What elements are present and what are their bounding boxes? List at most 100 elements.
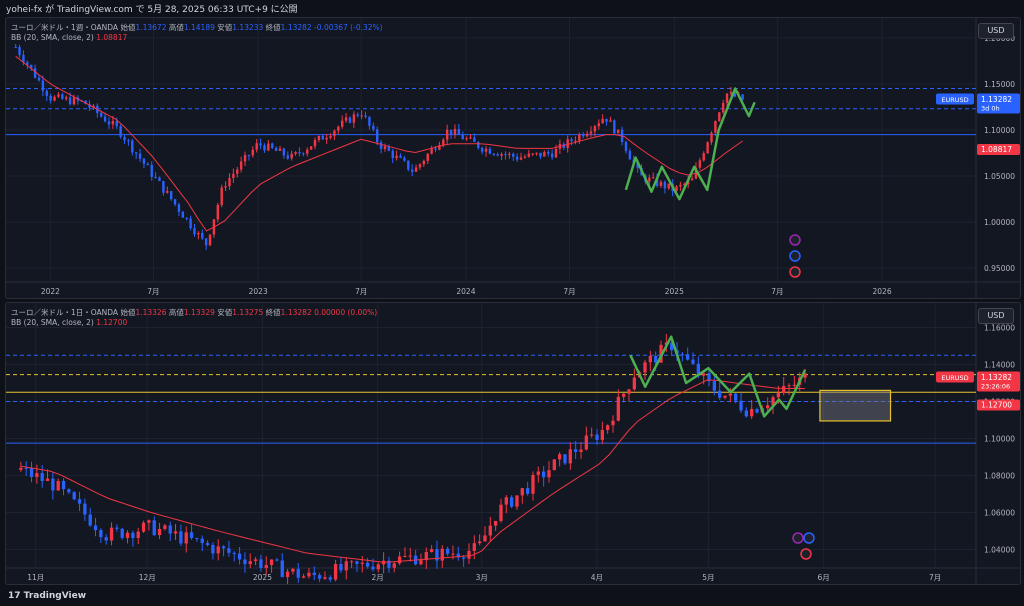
candle-body (253, 559, 258, 562)
candle-body (375, 129, 379, 143)
candle-body (237, 553, 242, 560)
bb-label: BB (20, SMA, close, 2) (11, 318, 94, 327)
candle-body (290, 153, 293, 159)
candle-body (461, 134, 464, 140)
candle-body (24, 467, 28, 469)
weekly-chart-canvas[interactable]: 1.200001.150001.100001.050001.000000.950… (6, 18, 1020, 298)
candle-body (718, 112, 721, 122)
candle-body (286, 155, 289, 159)
candle-body (134, 152, 138, 154)
candle-body (744, 410, 749, 417)
currency-button[interactable]: USD (978, 23, 1014, 39)
change-value: -0.00367 (-0.32%) (314, 23, 383, 32)
footer-bar: 17 TradingView (0, 588, 1024, 606)
tradingview-logo-icon: 17 (8, 591, 21, 601)
candle-body (317, 135, 321, 141)
candle-body (429, 549, 434, 553)
candle-body (19, 467, 23, 470)
candle-body (651, 177, 655, 179)
price-tick-label: 1.10000 (984, 126, 1015, 135)
candle-body (566, 139, 569, 148)
candle-body (349, 561, 354, 563)
candle-body (535, 152, 538, 154)
candle-body (391, 150, 394, 159)
change-value: 0.00000 (0.00%) (314, 308, 378, 317)
candle-body (519, 157, 523, 160)
candle-body (104, 537, 108, 541)
candle-body (77, 499, 82, 504)
candle-body (204, 238, 208, 246)
tradingview-logo[interactable]: 17 TradingView (8, 591, 86, 601)
candle-body (294, 152, 297, 154)
weekly-bb-legend[interactable]: BB (20, SMA, close, 2) 1.08817 (11, 33, 127, 42)
candle-body (593, 126, 597, 132)
candle-body (523, 156, 527, 158)
candle-body (61, 94, 64, 99)
candle-body (733, 92, 737, 97)
candle-body (403, 157, 406, 161)
bb-price-tag (977, 399, 1020, 411)
candle-body (422, 160, 426, 165)
candle-body (57, 94, 60, 97)
daily-bb-legend[interactable]: BB (20, SMA, close, 2) 1.12700 (11, 318, 127, 327)
candle-body (195, 538, 199, 540)
daily-chart-canvas[interactable]: 1.160001.140001.120001.100001.080001.060… (6, 303, 1020, 584)
candle-body (68, 97, 72, 105)
candle-body (344, 561, 348, 571)
candle-body (680, 354, 685, 356)
candle-body (536, 471, 540, 475)
candle-body (509, 497, 514, 507)
publish-title: yohei-fx が TradingView.com で 5月 28, 2025… (6, 5, 298, 15)
candle-body (541, 471, 546, 478)
candle-body (568, 449, 572, 464)
candle-body (499, 504, 503, 521)
candle-body (520, 488, 524, 496)
daily-chart-pane[interactable]: 1.160001.140001.120001.100001.080001.060… (5, 302, 1021, 585)
candle-body (201, 232, 204, 239)
candle-body (679, 184, 682, 187)
candle-body (348, 117, 352, 123)
candle-body (483, 535, 487, 542)
candle-body (372, 125, 375, 130)
candle-body (435, 549, 439, 561)
candle-body (543, 152, 546, 157)
candle-body (648, 177, 651, 182)
price-tick-label: 1.16000 (984, 324, 1015, 333)
high-label: 高値 (168, 23, 184, 32)
candle-body (721, 102, 725, 113)
candle-body (706, 142, 709, 154)
candle-body (111, 121, 115, 125)
candle-body (379, 142, 383, 149)
candle-body (162, 180, 165, 193)
candle-body (280, 560, 284, 578)
candle-body (158, 177, 161, 181)
candle-body (197, 232, 200, 235)
currency-button[interactable]: USD (978, 308, 1014, 324)
symbol-tag (936, 93, 974, 105)
candle-body (667, 183, 670, 189)
close-label: 終値 (265, 23, 281, 32)
candle-body (493, 520, 498, 526)
candle-body (803, 373, 807, 378)
open-value: 1.13672 (135, 23, 167, 32)
weekly-chart-pane[interactable]: 1.200001.150001.100001.050001.000000.950… (5, 17, 1021, 299)
candle-body (504, 497, 508, 505)
candle-body (601, 118, 604, 124)
event-marker-icon (789, 250, 801, 262)
candle-body (449, 129, 453, 135)
candle-body (259, 559, 263, 568)
candle-body (627, 389, 631, 394)
time-tick-label: 4月 (591, 573, 603, 582)
candle-body (383, 146, 387, 149)
candle-body (228, 178, 231, 187)
candle-body (696, 363, 701, 376)
candle-body (352, 114, 356, 123)
candle-body (259, 143, 262, 146)
candle-body (99, 530, 103, 538)
candle-body (232, 173, 235, 179)
candle-body (578, 134, 581, 141)
candle-body (22, 55, 25, 63)
candle-body (597, 123, 600, 127)
candle-body (323, 577, 327, 579)
candle-body (302, 153, 305, 155)
